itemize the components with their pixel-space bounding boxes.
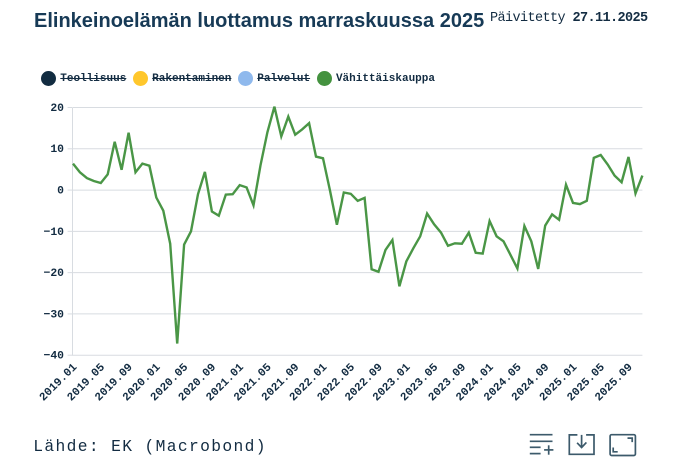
svg-text:20: 20 — [50, 103, 64, 115]
svg-text:−30: −30 — [43, 309, 64, 321]
svg-text:−20: −20 — [43, 268, 64, 280]
svg-text:0: 0 — [57, 185, 64, 197]
svg-text:10: 10 — [50, 144, 64, 156]
svg-text:−40: −40 — [43, 351, 64, 363]
svg-text:−10: −10 — [43, 227, 64, 239]
